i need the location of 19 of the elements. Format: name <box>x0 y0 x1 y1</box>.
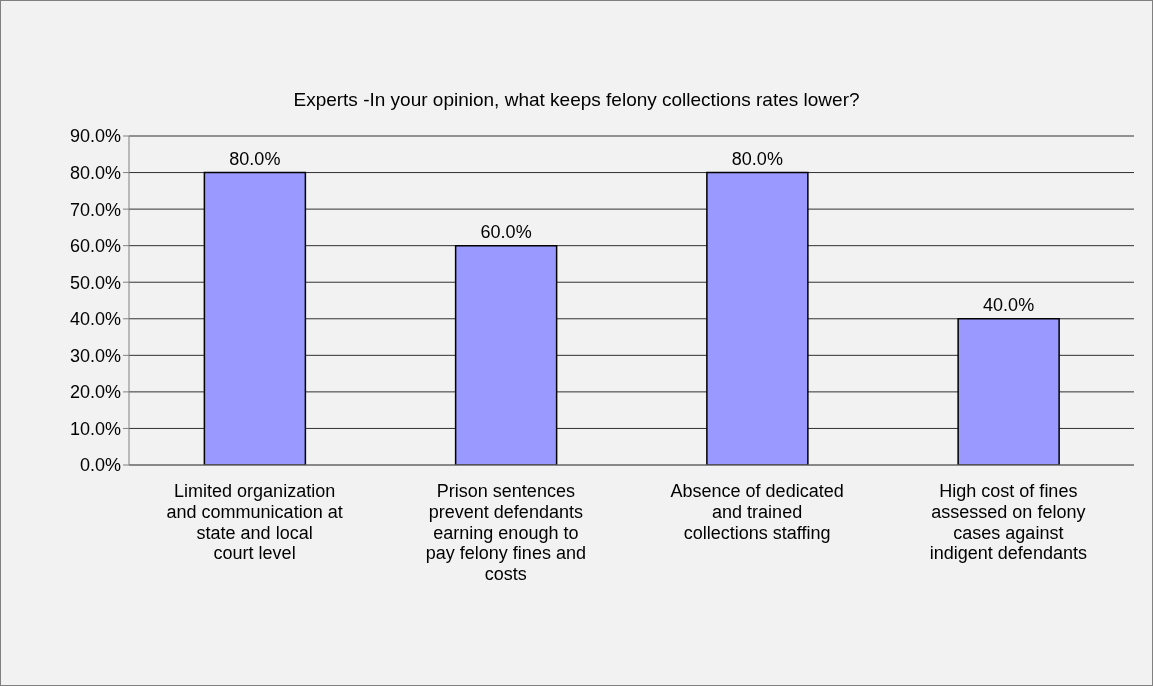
y-tick-label: 60.0% <box>69 236 121 257</box>
x-tick-label: Prison sentences prevent defendants earning enough to pay felony fines and costs <box>425 481 586 584</box>
y-tick-label: 50.0% <box>69 272 121 293</box>
y-tick-label: 20.0% <box>69 382 121 403</box>
y-tick-label: 40.0% <box>69 309 121 330</box>
data-label: 40.0% <box>983 294 1035 315</box>
data-label: 80.0% <box>229 148 281 169</box>
chart-title: Experts -In your opinion, what keeps felony collections rates lower? <box>292 88 861 112</box>
y-tick-label: 0.0% <box>79 455 121 476</box>
y-tick-label: 90.0% <box>69 126 121 147</box>
y-tick-label: 70.0% <box>69 199 121 220</box>
x-tick-label: Absence of dedicated and trained collections staffing <box>670 481 844 543</box>
x-tick-label: High cost of fines assessed on felony cases against indigent defendants <box>929 481 1087 564</box>
y-tick-label: 10.0% <box>69 418 121 439</box>
y-tick-label: 30.0% <box>69 345 121 366</box>
y-tick-label: 80.0% <box>69 162 121 183</box>
data-label: 80.0% <box>731 148 783 169</box>
data-label: 60.0% <box>480 221 532 242</box>
x-tick-label: Limited organization and communication at state and local court level <box>166 481 343 564</box>
